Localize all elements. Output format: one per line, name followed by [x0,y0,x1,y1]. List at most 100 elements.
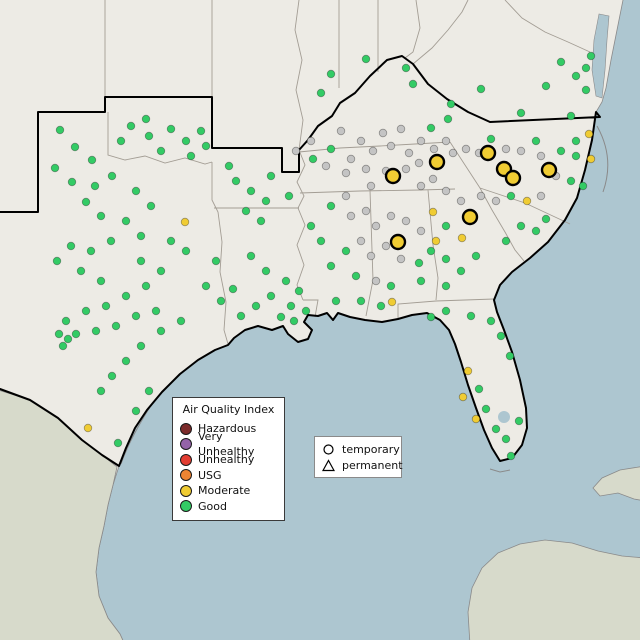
station-marker[interactable] [326,201,336,211]
temporary-station-marker[interactable] [389,233,407,251]
station-marker[interactable] [141,281,151,291]
station-marker[interactable] [151,306,161,316]
station-marker[interactable] [70,142,80,152]
station-marker[interactable] [514,416,524,426]
station-marker[interactable] [404,148,414,158]
station-marker[interactable] [386,211,396,221]
station-marker[interactable] [156,146,166,156]
station-marker[interactable] [396,254,406,264]
station-marker[interactable] [156,266,166,276]
station-marker[interactable] [401,216,411,226]
station-marker[interactable] [381,241,391,251]
station-marker[interactable] [276,312,286,322]
temporary-station-marker[interactable] [384,167,402,185]
station-marker[interactable] [131,311,141,321]
station-marker[interactable] [113,438,123,448]
station-marker[interactable] [346,211,356,221]
station-marker[interactable] [136,341,146,351]
station-marker[interactable] [491,196,501,206]
station-marker[interactable] [52,256,62,266]
station-marker[interactable] [284,191,294,201]
station-marker[interactable] [536,191,546,201]
station-marker[interactable] [241,206,251,216]
station-marker[interactable] [441,186,451,196]
station-marker[interactable] [341,246,351,256]
station-marker[interactable] [571,136,581,146]
station-marker[interactable] [126,121,136,131]
station-marker[interactable] [414,258,424,268]
station-marker[interactable] [246,251,256,261]
station-marker[interactable] [356,296,366,306]
station-marker[interactable] [67,177,77,187]
station-marker[interactable] [166,124,176,134]
station-marker[interactable] [496,331,506,341]
station-marker[interactable] [261,266,271,276]
station-marker[interactable] [566,176,576,186]
station-marker[interactable] [401,164,411,174]
station-marker[interactable] [396,124,406,134]
station-marker[interactable] [458,392,468,402]
station-marker[interactable] [586,154,596,164]
station-marker[interactable] [81,197,91,207]
station-marker[interactable] [121,356,131,366]
station-marker[interactable] [111,321,121,331]
station-marker[interactable] [107,371,117,381]
station-marker[interactable] [356,136,366,146]
station-marker[interactable] [144,131,154,141]
station-marker[interactable] [531,226,541,236]
station-marker[interactable] [326,144,336,154]
temporary-station-marker[interactable] [461,208,479,226]
station-marker[interactable] [386,141,396,151]
station-marker[interactable] [289,316,299,326]
station-marker[interactable] [541,214,551,224]
station-marker[interactable] [426,312,436,322]
station-marker[interactable] [176,316,186,326]
station-marker[interactable] [386,281,396,291]
station-marker[interactable] [301,306,311,316]
station-marker[interactable] [368,146,378,156]
station-marker[interactable] [308,154,318,164]
station-marker[interactable] [66,241,76,251]
station-marker[interactable] [476,191,486,201]
station-marker[interactable] [55,125,65,135]
station-marker[interactable] [246,186,256,196]
station-marker[interactable] [58,341,68,351]
station-marker[interactable] [441,254,451,264]
station-marker[interactable] [581,63,591,73]
station-marker[interactable] [426,246,436,256]
station-marker[interactable] [181,246,191,256]
station-marker[interactable] [316,236,326,246]
station-marker[interactable] [584,129,594,139]
station-marker[interactable] [81,306,91,316]
station-marker[interactable] [306,136,316,146]
station-marker[interactable] [571,71,581,81]
station-marker[interactable] [486,134,496,144]
temporary-station-marker[interactable] [428,153,446,171]
station-marker[interactable] [456,196,466,206]
station-marker[interactable] [291,146,301,156]
station-marker[interactable] [211,256,221,266]
station-marker[interactable] [501,236,511,246]
station-marker[interactable] [474,384,484,394]
station-marker[interactable] [361,164,371,174]
station-marker[interactable] [366,251,376,261]
station-marker[interactable] [256,216,266,226]
station-marker[interactable] [261,196,271,206]
station-marker[interactable] [351,271,361,281]
station-marker[interactable] [401,63,411,73]
station-marker[interactable] [536,151,546,161]
station-marker[interactable] [231,176,241,186]
station-marker[interactable] [316,88,326,98]
station-marker[interactable] [121,216,131,226]
temporary-station-marker[interactable] [479,144,497,162]
station-marker[interactable] [581,85,591,95]
station-marker[interactable] [294,286,304,296]
station-marker[interactable] [101,301,111,311]
station-marker[interactable] [446,99,456,109]
station-marker[interactable] [96,276,106,286]
station-marker[interactable] [408,79,418,89]
station-marker[interactable] [87,155,97,165]
station-marker[interactable] [181,136,191,146]
station-marker[interactable] [506,191,516,201]
station-marker[interactable] [461,144,471,154]
